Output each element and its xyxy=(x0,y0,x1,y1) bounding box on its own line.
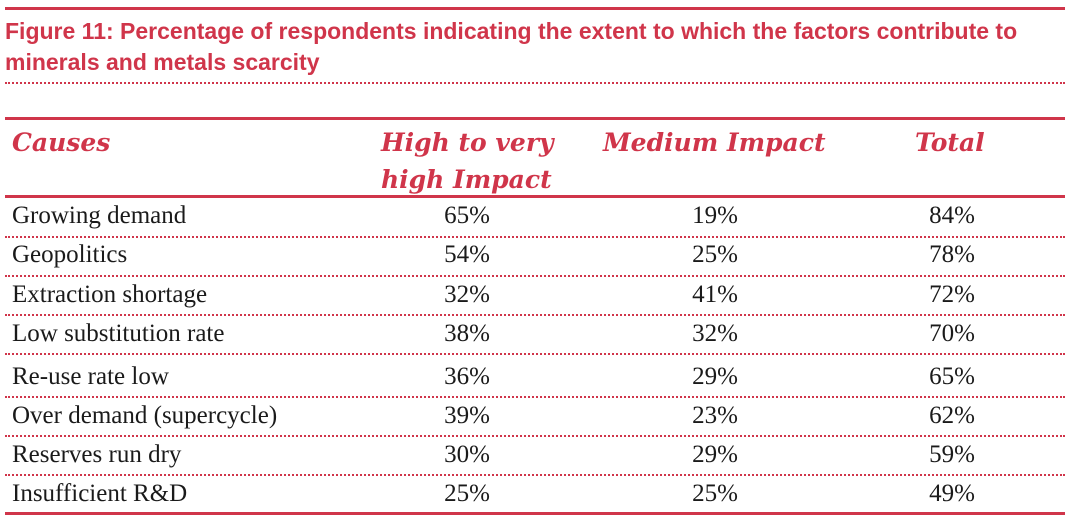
row-medium-impact: 32% xyxy=(692,320,738,347)
row-medium-impact: 23% xyxy=(692,402,738,429)
row-total: 59% xyxy=(929,441,975,468)
row-total: 65% xyxy=(929,363,975,390)
row-medium-impact: 29% xyxy=(692,441,738,468)
row-high-impact: 65% xyxy=(444,202,490,229)
row-high-impact: 38% xyxy=(444,320,490,347)
row-total: 78% xyxy=(929,241,975,268)
row-high-impact: 39% xyxy=(444,402,490,429)
table-top-rule xyxy=(5,117,1065,120)
row-medium-impact: 29% xyxy=(692,363,738,390)
row-high-impact: 54% xyxy=(444,241,490,268)
header-high-impact: High to very high Impact xyxy=(381,128,554,194)
row-divider xyxy=(5,236,1065,238)
row-cause: Reserves run dry xyxy=(12,441,182,468)
header-causes: Causes xyxy=(12,128,111,157)
row-high-impact: 36% xyxy=(444,363,490,390)
header-medium-impact: Medium Impact xyxy=(603,128,826,157)
row-medium-impact: 41% xyxy=(692,281,738,308)
row-cause: Re-use rate low xyxy=(12,363,169,390)
row-total: 70% xyxy=(929,320,975,347)
row-medium-impact: 25% xyxy=(692,480,738,507)
header-total: Total xyxy=(915,128,985,157)
row-cause: Insufficient R&D xyxy=(12,480,188,507)
row-high-impact: 30% xyxy=(444,441,490,468)
row-divider xyxy=(5,314,1065,316)
row-high-impact: 25% xyxy=(444,480,490,507)
row-cause: Growing demand xyxy=(12,202,187,229)
row-total: 62% xyxy=(929,402,975,429)
row-medium-impact: 19% xyxy=(692,202,738,229)
row-total: 49% xyxy=(929,480,975,507)
row-divider xyxy=(5,474,1065,476)
row-cause: Over demand (supercycle) xyxy=(12,402,278,429)
top-rule xyxy=(5,7,1065,10)
row-divider xyxy=(5,275,1065,277)
row-total: 84% xyxy=(929,202,975,229)
row-medium-impact: 25% xyxy=(692,241,738,268)
title-divider xyxy=(5,82,1065,84)
row-high-impact: 32% xyxy=(444,281,490,308)
row-cause: Extraction shortage xyxy=(12,281,208,308)
row-divider xyxy=(5,353,1065,355)
row-divider xyxy=(5,396,1065,398)
row-cause: Low substitution rate xyxy=(12,320,225,347)
row-cause: Geopolitics xyxy=(12,241,128,268)
row-total: 72% xyxy=(929,281,975,308)
figure-title: Figure 11: Percentage of respondents ind… xyxy=(5,18,1018,75)
table-bottom-rule xyxy=(5,512,1065,515)
row-divider xyxy=(5,435,1065,437)
header-bottom-rule xyxy=(5,195,1065,198)
